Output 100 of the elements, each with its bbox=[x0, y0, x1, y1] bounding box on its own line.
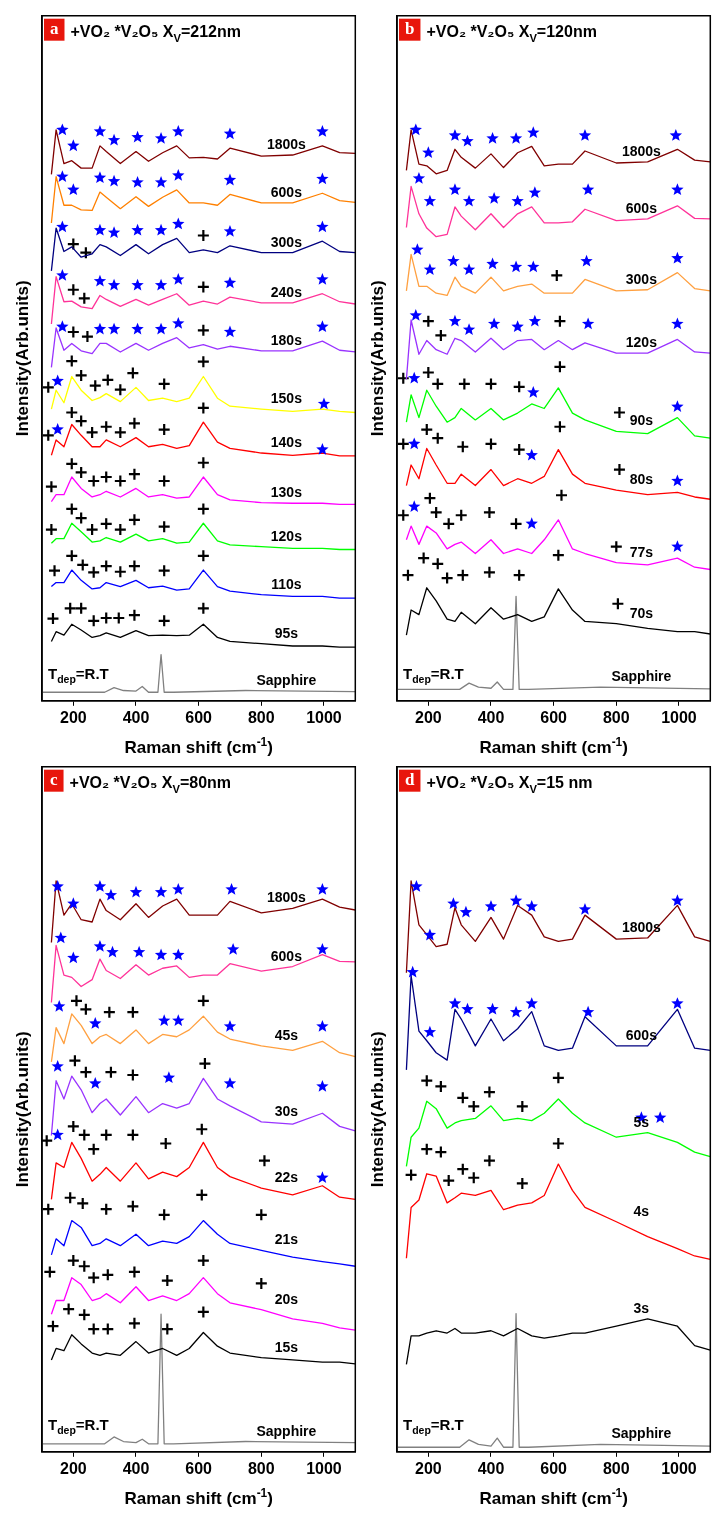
series-label: 80s bbox=[629, 471, 654, 488]
series-label: 110s bbox=[271, 575, 302, 592]
x-tick-label: 1000 bbox=[661, 1459, 697, 1477]
point bbox=[172, 272, 185, 285]
x-tick-label: 600 bbox=[185, 708, 213, 726]
point bbox=[223, 225, 237, 237]
series-label: 20s bbox=[274, 1290, 299, 1307]
point bbox=[196, 1253, 210, 1268]
point bbox=[431, 377, 445, 391]
point bbox=[408, 500, 421, 512]
point bbox=[527, 386, 540, 398]
point bbox=[434, 1145, 448, 1159]
point bbox=[525, 997, 538, 1009]
point bbox=[459, 905, 473, 918]
point bbox=[223, 1019, 237, 1032]
point bbox=[102, 1005, 116, 1019]
point bbox=[442, 517, 456, 531]
point bbox=[581, 317, 595, 330]
point bbox=[79, 1065, 93, 1079]
point bbox=[160, 1322, 174, 1336]
point bbox=[462, 323, 476, 335]
x-tick-label: 800 bbox=[602, 708, 630, 726]
series-label: 30s bbox=[274, 1102, 299, 1119]
x-tick-label: 600 bbox=[540, 708, 568, 726]
point bbox=[671, 997, 684, 1009]
point bbox=[612, 462, 627, 477]
point bbox=[196, 994, 210, 1008]
series-label: 70s bbox=[629, 604, 654, 621]
x-tick-label: 800 bbox=[247, 1459, 275, 1477]
point bbox=[423, 928, 437, 941]
point bbox=[107, 174, 121, 187]
x-tick-label: 1000 bbox=[306, 1459, 342, 1477]
point bbox=[77, 1259, 91, 1273]
series-label: 1800s bbox=[621, 142, 662, 159]
point bbox=[131, 278, 144, 291]
point bbox=[408, 371, 421, 384]
point bbox=[671, 400, 684, 413]
point bbox=[509, 894, 523, 907]
point bbox=[126, 1005, 140, 1019]
point bbox=[511, 194, 524, 207]
x-tick-label: 800 bbox=[602, 1459, 630, 1477]
point bbox=[409, 308, 422, 321]
point bbox=[93, 274, 107, 287]
series-label: 600s bbox=[625, 1026, 658, 1043]
point bbox=[67, 139, 80, 152]
point bbox=[127, 1265, 142, 1279]
point bbox=[421, 314, 435, 328]
point bbox=[67, 951, 80, 964]
point bbox=[462, 194, 476, 207]
point bbox=[581, 183, 595, 196]
point bbox=[53, 999, 66, 1012]
point bbox=[551, 548, 565, 562]
point bbox=[515, 1099, 529, 1113]
point bbox=[66, 1253, 80, 1268]
point bbox=[106, 945, 119, 958]
point bbox=[172, 316, 185, 329]
point bbox=[512, 568, 526, 582]
point bbox=[671, 183, 684, 196]
point bbox=[671, 894, 684, 907]
series-label: 600s bbox=[270, 183, 303, 200]
point bbox=[397, 437, 410, 451]
point bbox=[87, 1322, 101, 1336]
point bbox=[93, 171, 107, 184]
point bbox=[56, 320, 69, 333]
point bbox=[104, 1065, 118, 1079]
series-label: 130s bbox=[270, 483, 303, 500]
point bbox=[89, 1077, 102, 1089]
point bbox=[612, 405, 627, 420]
point bbox=[553, 360, 567, 374]
y-axis-title: Intensity(Arb.units) bbox=[13, 1031, 32, 1188]
point bbox=[126, 1199, 140, 1213]
point bbox=[76, 1196, 90, 1211]
point bbox=[172, 169, 185, 181]
point bbox=[131, 175, 144, 188]
point bbox=[550, 268, 564, 283]
point bbox=[551, 1071, 565, 1085]
point bbox=[42, 1202, 55, 1216]
point bbox=[456, 440, 470, 454]
point bbox=[316, 942, 329, 955]
point bbox=[456, 568, 470, 582]
point bbox=[420, 423, 434, 437]
y-axis-title: Intensity(Arb.units) bbox=[368, 280, 387, 437]
series-label: 300s bbox=[625, 270, 658, 287]
point bbox=[226, 942, 240, 955]
point bbox=[420, 1142, 434, 1156]
point bbox=[527, 260, 540, 273]
series-label: Sapphire bbox=[256, 671, 317, 688]
point bbox=[127, 1316, 142, 1330]
point bbox=[154, 175, 168, 188]
x-tick-label: 400 bbox=[477, 708, 505, 726]
series-label: 95s bbox=[274, 624, 299, 641]
point bbox=[254, 1208, 268, 1222]
series-label: 5s bbox=[633, 1113, 650, 1130]
point bbox=[107, 133, 121, 146]
point bbox=[93, 940, 107, 952]
text: a bbox=[50, 19, 59, 39]
point bbox=[104, 888, 118, 901]
point bbox=[431, 431, 445, 445]
point bbox=[172, 1014, 185, 1027]
point bbox=[408, 437, 421, 450]
